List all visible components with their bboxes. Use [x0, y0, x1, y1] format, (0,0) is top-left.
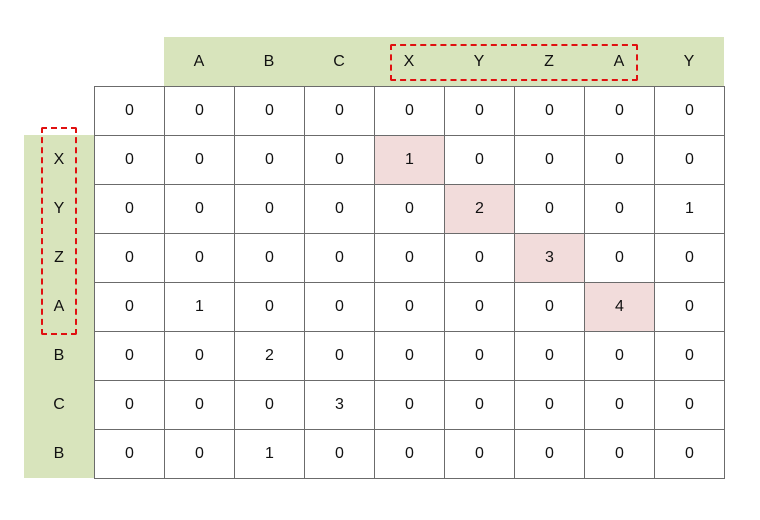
matrix-cell: 0 — [444, 135, 515, 185]
matrix-cell: 0 — [374, 282, 445, 332]
matrix-cell: 0 — [584, 135, 655, 185]
matrix-cell: 0 — [514, 380, 585, 430]
matrix-cell: 0 — [374, 86, 445, 136]
matrix-cell: 0 — [94, 135, 165, 185]
matrix-cell: 0 — [444, 282, 515, 332]
matrix-cell: 0 — [654, 429, 725, 479]
matrix-cell: 0 — [94, 380, 165, 430]
matrix-cell: 0 — [164, 135, 235, 185]
matrix-cell: 0 — [444, 331, 515, 381]
matrix-cell: 0 — [94, 184, 165, 234]
column-header: A — [193, 52, 205, 70]
highlighted-matrix-cell: 4 — [584, 282, 655, 332]
matrix-cell: 0 — [514, 282, 585, 332]
matrix-cell: 0 — [584, 429, 655, 479]
matrix-cell: 0 — [584, 184, 655, 234]
column-header: A — [613, 52, 625, 70]
matrix-cell: 0 — [94, 429, 165, 479]
matrix-cell: 0 — [94, 331, 165, 381]
highlighted-matrix-cell: 1 — [374, 135, 445, 185]
matrix-cell: 0 — [654, 233, 725, 283]
matrix-cell: 0 — [234, 86, 305, 136]
matrix-cell: 0 — [444, 429, 515, 479]
matrix-cell: 0 — [584, 86, 655, 136]
matrix-cell: 0 — [654, 331, 725, 381]
row-header-band — [24, 135, 94, 478]
matrix-cell: 0 — [584, 331, 655, 381]
matrix-cell: 0 — [234, 380, 305, 430]
matrix-cell: 0 — [654, 380, 725, 430]
matrix-cell: 0 — [164, 429, 235, 479]
matrix-cell: 0 — [164, 331, 235, 381]
matrix-cell: 1 — [654, 184, 725, 234]
matrix-cell: 0 — [374, 380, 445, 430]
matrix-cell: 0 — [234, 184, 305, 234]
row-header: Y — [53, 199, 65, 217]
column-header: Y — [683, 52, 695, 70]
highlighted-matrix-cell: 2 — [444, 184, 515, 234]
column-header: X — [403, 52, 415, 70]
matrix-cell: 0 — [374, 331, 445, 381]
matrix-cell: 0 — [584, 380, 655, 430]
matrix-cell: 0 — [374, 233, 445, 283]
row-header: B — [53, 346, 65, 364]
matrix-cell: 0 — [304, 135, 375, 185]
column-header: Z — [544, 52, 554, 70]
matrix-cell: 0 — [444, 380, 515, 430]
matrix-cell: 0 — [94, 233, 165, 283]
row-header: A — [53, 297, 65, 315]
row-header: X — [53, 150, 65, 168]
row-header: B — [53, 444, 65, 462]
matrix-cell: 0 — [654, 282, 725, 332]
matrix-cell: 0 — [164, 184, 235, 234]
matrix-cell: 0 — [444, 233, 515, 283]
matrix-cell: 0 — [94, 282, 165, 332]
matrix-cell: 0 — [304, 184, 375, 234]
matrix-cell: 2 — [234, 331, 305, 381]
matrix-cell: 0 — [654, 86, 725, 136]
column-substring-dashed-outline — [390, 44, 638, 81]
row-header: Z — [54, 248, 64, 266]
matrix-cell: 0 — [164, 380, 235, 430]
matrix-cell: 0 — [304, 282, 375, 332]
matrix-cell: 0 — [234, 233, 305, 283]
column-header: B — [263, 52, 275, 70]
row-substring-dashed-outline — [41, 127, 77, 335]
matrix-cell: 0 — [304, 331, 375, 381]
matrix-cell: 0 — [234, 282, 305, 332]
matrix-cell: 0 — [514, 86, 585, 136]
matrix-cell: 0 — [514, 331, 585, 381]
matrix-cell: 0 — [584, 233, 655, 283]
matrix-cell: 0 — [514, 429, 585, 479]
matrix-cell: 1 — [234, 429, 305, 479]
matrix-cell: 0 — [304, 233, 375, 283]
matrix-cell: 0 — [514, 184, 585, 234]
matrix-cell: 0 — [94, 86, 165, 136]
matrix-cell: 3 — [304, 380, 375, 430]
row-header: C — [53, 395, 65, 413]
matrix-cell: 0 — [304, 86, 375, 136]
matrix-cell: 1 — [164, 282, 235, 332]
matrix-cell: 0 — [444, 86, 515, 136]
matrix-cell: 0 — [234, 135, 305, 185]
matrix-cell: 0 — [374, 184, 445, 234]
column-header: C — [333, 52, 345, 70]
matrix-cell: 0 — [374, 429, 445, 479]
matrix-cell: 0 — [164, 233, 235, 283]
matrix-cell: 0 — [654, 135, 725, 185]
matrix-cell: 0 — [164, 86, 235, 136]
matrix-cell: 0 — [304, 429, 375, 479]
column-header: Y — [473, 52, 485, 70]
matrix-cell: 0 — [514, 135, 585, 185]
highlighted-matrix-cell: 3 — [514, 233, 585, 283]
